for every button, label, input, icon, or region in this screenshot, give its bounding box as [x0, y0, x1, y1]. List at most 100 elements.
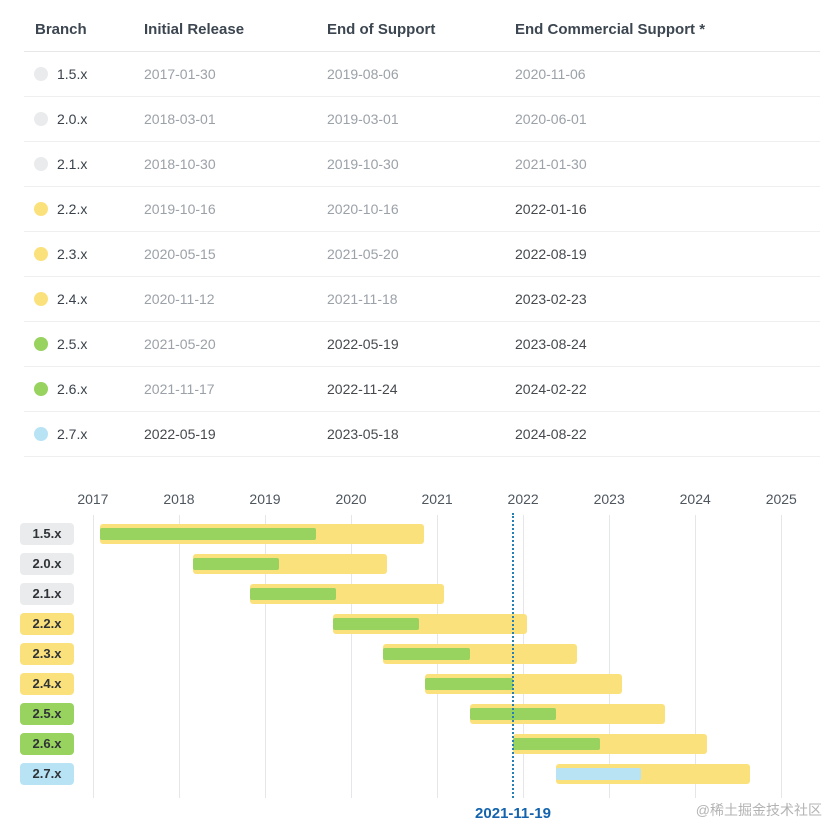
branch-cell: 2.1.x [24, 141, 134, 187]
branch-status-dot [34, 247, 48, 261]
branch-cell: 2.2.x [24, 186, 134, 232]
col-initial-release: Initial Release [134, 6, 317, 52]
end-commercial-support-cell: 2021-01-30 [505, 141, 820, 187]
oss-support-bar [425, 678, 513, 690]
table-row: 2.4.x 2020-11-12 2021-11-18 2023-02-23 [24, 276, 820, 322]
gantt-row [80, 519, 820, 549]
year-tick-label: 2020 [335, 491, 367, 507]
year-gridline [695, 515, 697, 798]
branch-label: 2.6.x [57, 381, 88, 397]
branch-status-dot [34, 67, 48, 81]
end-commercial-support-cell: 2023-02-23 [505, 276, 820, 322]
initial-release-cell: 2021-11-17 [134, 366, 317, 412]
gantt-row [80, 639, 820, 669]
oss-support-bar [192, 558, 279, 570]
branch-status-dot [34, 157, 48, 171]
branch-cell: 2.4.x [24, 276, 134, 322]
table-row: 2.1.x 2018-10-30 2019-10-30 2021-01-30 [24, 141, 820, 187]
end-commercial-support-cell: 2022-01-16 [505, 186, 820, 232]
oss-support-bar [250, 588, 337, 600]
branch-status-dot [34, 292, 48, 306]
branch-chip: 2.6.x [20, 733, 74, 755]
branch-chip: 1.5.x [20, 523, 74, 545]
plot-area: 2021-11-19 [80, 513, 820, 822]
watermark: @稀土掘金技术社区 [695, 802, 822, 818]
branch-status-dot [34, 112, 48, 126]
branch-chip: 2.2.x [20, 613, 74, 635]
branch-chip: 2.0.x [20, 553, 74, 575]
table-row: 2.7.x 2022-05-19 2023-05-18 2024-08-22 [24, 411, 820, 457]
table-row: 1.5.x 2017-01-30 2019-08-06 2020-11-06 [24, 51, 820, 97]
initial-release-cell: 2018-03-01 [134, 96, 317, 142]
year-tick-label: 2019 [249, 491, 281, 507]
branch-chip: 2.1.x [20, 583, 74, 605]
end-of-support-cell: 2023-05-18 [317, 411, 505, 457]
oss-support-bar [382, 648, 470, 660]
year-gridline [351, 515, 353, 798]
year-gridline [781, 515, 783, 798]
branch-cell: 2.6.x [24, 366, 134, 412]
end-commercial-support-cell: 2022-08-19 [505, 231, 820, 277]
branch-label: 2.4.x [57, 291, 88, 307]
oss-support-bar [332, 618, 419, 630]
col-end-commercial-support: End Commercial Support * [505, 6, 820, 52]
branch-label: 2.3.x [57, 246, 88, 262]
branch-cell: 1.5.x [24, 51, 134, 97]
x-axis: 2017 2018 2019 2020 2021 2022 2023 2024 2025 [77, 491, 820, 511]
end-commercial-support-cell: 2023-08-24 [505, 321, 820, 367]
col-branch: Branch [24, 6, 134, 52]
branch-label: 2.1.x [57, 156, 88, 172]
support-table: Branch Initial Release End of Support En… [24, 6, 820, 457]
table-body: 1.5.x 2017-01-30 2019-08-06 2020-11-06 2.0.x… [24, 51, 820, 457]
gantt-row [80, 669, 820, 699]
year-tick-label: 2025 [765, 491, 797, 507]
page: Branch Initial Release End of Support En… [0, 6, 834, 838]
branch-chip: 2.4.x [20, 673, 74, 695]
end-of-support-cell: 2019-03-01 [317, 96, 505, 142]
end-commercial-support-cell: 2024-08-22 [505, 411, 820, 457]
end-commercial-support-cell: 2020-11-06 [505, 51, 820, 97]
end-of-support-cell: 2022-05-19 [317, 321, 505, 367]
branch-status-dot [34, 427, 48, 441]
today-line [512, 513, 514, 798]
branch-cell: 2.0.x [24, 96, 134, 142]
branch-chip: 2.3.x [20, 643, 74, 665]
initial-release-cell: 2020-05-15 [134, 231, 317, 277]
year-tick-label: 2018 [163, 491, 195, 507]
year-tick-label: 2023 [593, 491, 625, 507]
oss-support-bar [555, 768, 642, 780]
year-tick-label: 2022 [507, 491, 539, 507]
initial-release-cell: 2018-10-30 [134, 141, 317, 187]
table-header-row: Branch Initial Release End of Support En… [24, 6, 820, 52]
gantt-rows [80, 519, 820, 789]
branch-label: 2.2.x [57, 201, 88, 217]
oss-support-bar [99, 528, 317, 540]
gantt-row [80, 759, 820, 789]
gantt-row [80, 549, 820, 579]
branch-cell: 2.5.x [24, 321, 134, 367]
end-of-support-cell: 2022-11-24 [317, 366, 505, 412]
col-end-of-support: End of Support [317, 6, 505, 52]
end-commercial-support-cell: 2024-02-22 [505, 366, 820, 412]
end-of-support-cell: 2019-08-06 [317, 51, 505, 97]
gantt-row [80, 609, 820, 639]
year-tick-label: 2021 [421, 491, 453, 507]
year-tick-label: 2024 [679, 491, 711, 507]
branch-chip: 2.7.x [20, 763, 74, 785]
initial-release-cell: 2020-11-12 [134, 276, 317, 322]
oss-support-bar [512, 738, 601, 750]
branch-status-dot [34, 202, 48, 216]
table-row: 2.6.x 2021-11-17 2022-11-24 2024-02-22 [24, 366, 820, 412]
end-of-support-cell: 2019-10-30 [317, 141, 505, 187]
table-row: 2.2.x 2019-10-16 2020-10-16 2022-01-16 [24, 186, 820, 232]
gantt-row [80, 579, 820, 609]
year-gridline [609, 515, 611, 798]
year-gridline [265, 515, 266, 798]
initial-release-cell: 2017-01-30 [134, 51, 317, 97]
branch-cell: 2.3.x [24, 231, 134, 277]
branch-label: 2.7.x [57, 426, 88, 442]
gantt-row [80, 699, 820, 729]
end-of-support-cell: 2020-10-16 [317, 186, 505, 232]
branch-status-dot [34, 382, 48, 396]
table-row: 2.3.x 2020-05-15 2021-05-20 2022-08-19 [24, 231, 820, 277]
